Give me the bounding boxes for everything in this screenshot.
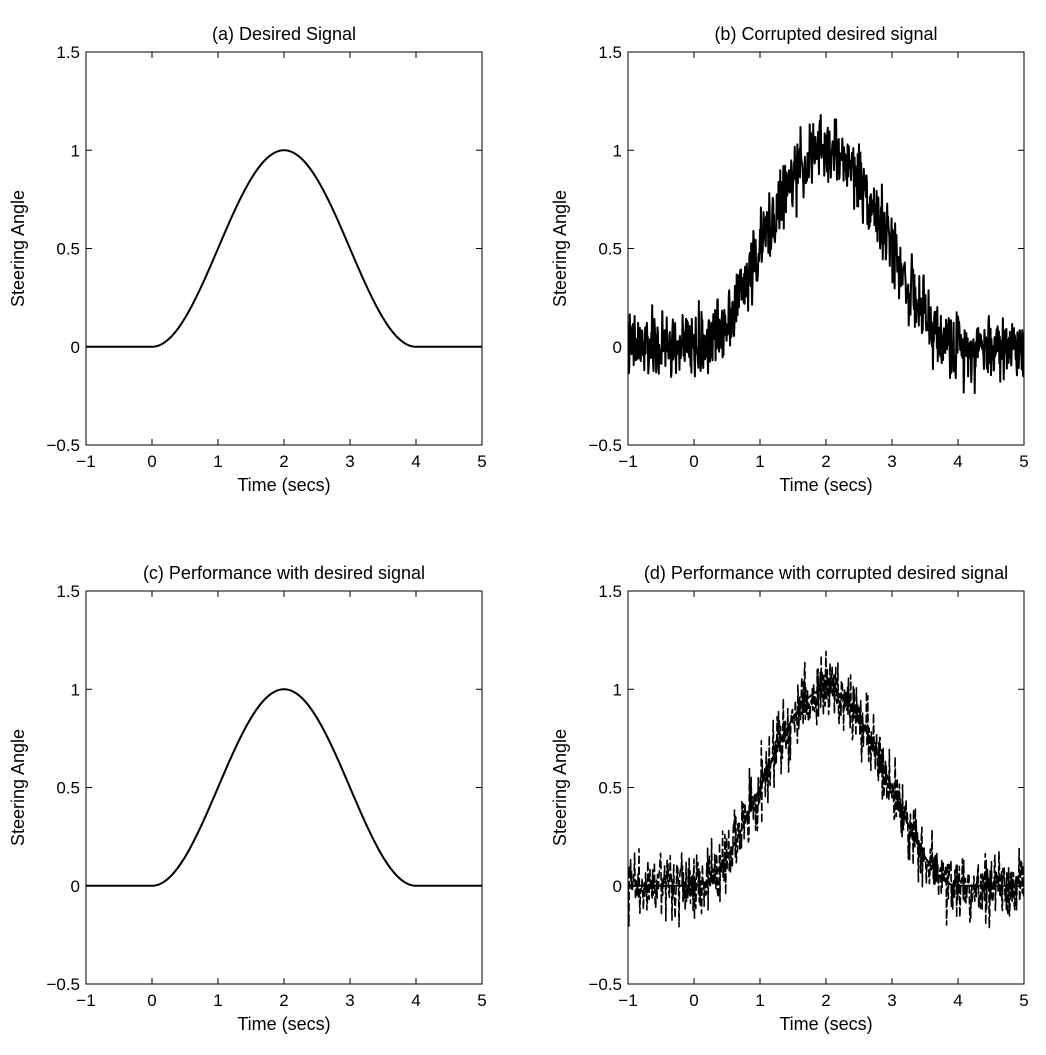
y-tick-label: 0 [613,877,622,896]
series-line-1 [86,688,482,887]
series-line-1 [86,149,482,348]
y-tick-label: 1 [71,141,80,160]
y-tick-label: 1 [613,680,622,699]
x-tick-label: 4 [953,452,962,471]
axes-frame [85,51,483,446]
x-tick-label: 4 [411,452,420,471]
axes-frame [627,590,1025,985]
x-axis-label: Time (secs) [237,475,330,495]
x-tick-label: 4 [411,991,420,1010]
x-tick-label: 0 [689,991,698,1010]
x-tick-label: 0 [147,452,156,471]
chart-title: (d) Performance with corrupted desired s… [644,563,1008,583]
chart-panel-2: −1 0 1 2 3 4 5 −0.5 0 0.5 1 1.5 (b) Corrupted desire… [550,24,1029,495]
y-tick-label: 0.5 [598,240,622,259]
x-tick-label: 5 [1019,991,1028,1010]
y-tick-label: 0 [613,338,622,357]
y-tick-label: 1 [71,680,80,699]
y-axis-label: Steering Angle [8,729,28,846]
x-tick-label: 3 [887,991,896,1010]
axes-frame [85,590,483,985]
y-tick-label: 1.5 [56,582,80,601]
chart-title: (c) Performance with desired signal [143,563,425,583]
y-tick-label: 1 [613,141,622,160]
x-tick-label: 4 [953,991,962,1010]
x-tick-label: 1 [213,452,222,471]
chart-panel-3: −1 0 1 2 3 4 5 −0.5 0 0.5 1 1.5 (c) Performance with… [8,563,487,1034]
y-tick-label: −0.5 [588,975,622,994]
y-axis-label: Steering Angle [550,729,570,846]
x-tick-label: −1 [76,452,95,471]
y-tick-label: −0.5 [588,436,622,455]
x-axis-label: Time (secs) [779,1014,872,1034]
x-axis-label: Time (secs) [237,1014,330,1034]
y-axis-label: Steering Angle [550,190,570,307]
x-tick-label: 1 [213,991,222,1010]
x-tick-label: 0 [689,452,698,471]
x-tick-label: 5 [477,452,486,471]
x-tick-label: 2 [821,452,830,471]
y-tick-label: 0 [71,877,80,896]
y-tick-label: 1.5 [56,43,80,62]
x-tick-label: −1 [76,991,95,1010]
chart-title: (b) Corrupted desired signal [714,24,937,44]
x-tick-label: 2 [821,991,830,1010]
x-tick-label: 5 [1019,452,1028,471]
x-tick-label: 1 [755,991,764,1010]
y-tick-label: 1.5 [598,582,622,601]
chart-panel-1: −1 0 1 2 3 4 5 −0.5 0 0.5 1 1.5 (a) Desired Signal Ti… [8,24,487,495]
x-tick-label: 1 [755,452,764,471]
y-tick-label: 0.5 [598,779,622,798]
series-line-2 [628,650,1024,929]
y-tick-label: 0.5 [56,779,80,798]
x-tick-label: 3 [345,991,354,1010]
chart-panel-4: −1 0 1 2 3 4 5 −0.5 0 0.5 1 1.5 (d) Performance with… [550,563,1029,1034]
x-tick-label: 2 [279,452,288,471]
x-tick-label: 0 [147,991,156,1010]
y-tick-label: 0 [71,338,80,357]
y-tick-label: −0.5 [46,975,80,994]
y-tick-label: 0.5 [56,240,80,259]
x-tick-label: 3 [887,452,896,471]
x-tick-label: 2 [279,991,288,1010]
x-tick-label: 5 [477,991,486,1010]
y-axis-label: Steering Angle [8,190,28,307]
chart-title: (a) Desired Signal [212,24,356,44]
x-tick-label: −1 [618,991,637,1010]
x-axis-label: Time (secs) [779,475,872,495]
series-line-1 [628,113,1024,395]
y-tick-label: −0.5 [46,436,80,455]
x-tick-label: −1 [618,452,637,471]
series-line-1 [628,688,1024,887]
y-tick-label: 1.5 [598,43,622,62]
x-tick-label: 3 [345,452,354,471]
series-line-2 [86,688,482,887]
